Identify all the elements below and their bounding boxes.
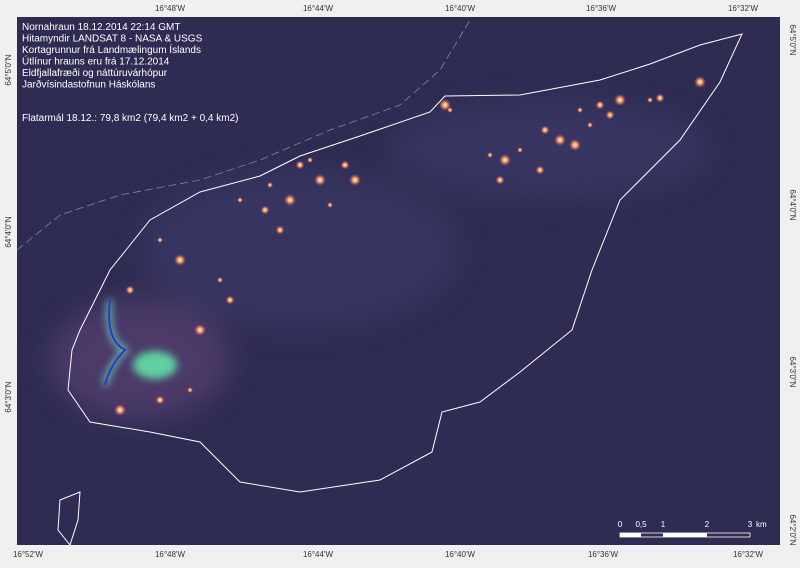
lava-outline (67, 33, 743, 493)
hot-spot (237, 197, 243, 203)
bottom-coordinate: 16°44'W (303, 550, 334, 559)
hot-spot (194, 324, 206, 336)
scale-label: 2 (705, 520, 710, 529)
hot-spot (260, 205, 270, 215)
right-coordinate: 64°3'0"N (788, 356, 797, 387)
hot-spot (605, 110, 615, 120)
hot-spots (102, 76, 706, 416)
scale-bar-segment (663, 533, 707, 537)
outline-fragment (57, 491, 81, 547)
hot-spot (487, 152, 493, 158)
hot-spot (174, 254, 186, 266)
hot-spot (307, 157, 313, 163)
bottom-coordinate: 16°40'W (445, 550, 476, 559)
header-line: Hitamyndir LANDSAT 8 - NASA & USGS (22, 34, 203, 45)
scale-label: 0,5 (635, 520, 647, 529)
hot-spot (614, 94, 626, 106)
hot-spot (275, 225, 285, 235)
top-coordinate: 16°48'W (155, 4, 186, 13)
hot-spot (655, 93, 665, 103)
hot-spot (647, 97, 653, 103)
hot-spot (517, 147, 523, 153)
hot-spot (535, 165, 545, 175)
bottom-coordinate: 16°36'W (588, 550, 619, 559)
scale-bar (619, 532, 751, 538)
header-line: Jarðvísindastofnun Háskólans (22, 79, 155, 91)
hot-spot (587, 122, 593, 128)
hot-spot (327, 202, 333, 208)
header-line: Útlínur hrauns eru frá 17.12.2014 (22, 55, 170, 68)
hot-spot (569, 139, 581, 151)
hot-spot (314, 174, 326, 186)
hot-spot (225, 295, 235, 305)
hot-spot (499, 154, 511, 166)
fissure (104, 299, 127, 386)
scale-bar-segment (620, 533, 641, 537)
bottom-coordinate: 16°32'W (733, 550, 764, 559)
hot-spot (694, 76, 706, 88)
top-coordinate: 16°36'W (586, 4, 617, 13)
bottom-coordinate: 16°48'W (155, 550, 186, 559)
scale-label: 1 (661, 520, 666, 529)
hot-spot (349, 174, 361, 186)
top-coordinate: 16°40'W (445, 4, 476, 13)
bottom-coordinate: 16°52'W (13, 550, 44, 559)
right-coordinate: 64°5'0"N (788, 24, 797, 55)
scale-label: 3 (748, 520, 753, 529)
hot-spot (155, 395, 165, 405)
scale-unit: km (756, 520, 767, 529)
hot-spot (284, 194, 296, 206)
hot-spot (295, 160, 305, 170)
hot-pond (133, 351, 177, 379)
left-coordinate: 64°3'0"N (4, 381, 13, 412)
hot-spot (114, 404, 126, 416)
road (16, 19, 471, 251)
hot-spot (577, 107, 583, 113)
hot-spot (540, 125, 550, 135)
header-line: Kortagrunnur frá Landmælingum Íslands (22, 43, 201, 56)
top-coordinate: 16°44'W (303, 4, 334, 13)
hot-spot (267, 182, 273, 188)
left-coordinate: 64°5'0"N (4, 54, 13, 85)
left-coordinate: 64°4'0"N (4, 216, 13, 247)
hot-spot (340, 160, 350, 170)
right-coordinate: 64°4'0"N (788, 189, 797, 220)
hot-spot (495, 175, 505, 185)
hot-spot (447, 107, 453, 113)
hot-spot (157, 237, 163, 243)
area-text: Flatarmál 18.12.: 79,8 km2 (79,4 km2 + 0… (22, 113, 238, 124)
right-coordinate: 64°2'0"N (788, 514, 797, 545)
hot-spot (125, 285, 135, 295)
scale-label: 0 (618, 520, 623, 529)
header-line: Eldfjallafræði og náttúruvárhópur (22, 67, 168, 79)
hot-spot (554, 134, 566, 146)
top-coordinate: 16°32'W (728, 4, 759, 13)
hot-spot (595, 100, 605, 110)
hot-spot (187, 387, 193, 393)
header-line: Nornahraun 18.12.2014 22:14 GMT (22, 22, 180, 33)
hot-spot (217, 277, 223, 283)
